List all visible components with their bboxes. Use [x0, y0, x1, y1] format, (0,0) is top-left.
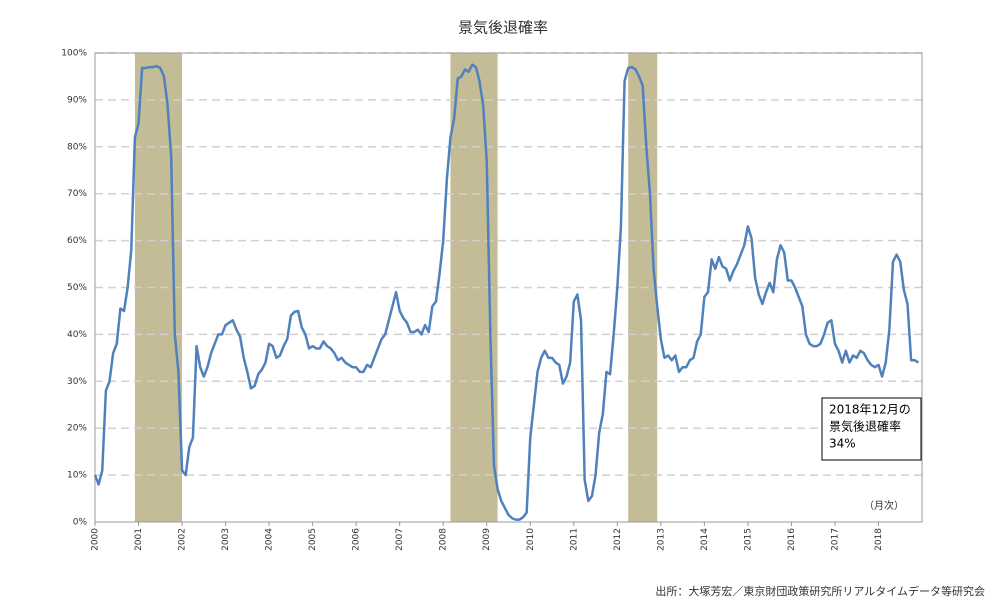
- annotation-text: 景気後退確率: [829, 419, 901, 434]
- x-tick-label: 2000: [91, 528, 101, 551]
- y-tick-label: 50%: [67, 283, 87, 293]
- x-tick-label: 2004: [265, 528, 275, 551]
- x-tick-label: 2008: [439, 528, 449, 551]
- note: （月次）: [864, 499, 904, 512]
- annotation-box: [821, 397, 922, 461]
- x-tick-label: 2015: [743, 528, 753, 551]
- x-tick-label: 2001: [134, 528, 144, 551]
- x-tick-label: 2014: [700, 528, 710, 551]
- annotation-text: 34%: [829, 437, 856, 451]
- x-tick-label: 2016: [787, 528, 797, 551]
- y-tick-label: 40%: [67, 330, 87, 340]
- x-tick-label: 2003: [221, 528, 231, 551]
- x-tick-label: 2006: [352, 528, 362, 551]
- x-tick-label: 2017: [830, 528, 840, 551]
- plot-border: [94, 52, 923, 523]
- x-tick-label: 2009: [482, 528, 492, 551]
- x-tick-label: 2012: [613, 528, 623, 551]
- y-tick-label: 70%: [67, 189, 87, 199]
- x-tick-label: 2005: [308, 528, 318, 551]
- x-tick-label: 2011: [569, 528, 579, 551]
- y-tick-label: 90%: [67, 95, 87, 105]
- x-tick-label: 2002: [178, 528, 188, 551]
- y-tick-label: 10%: [67, 471, 87, 481]
- chart-title: 景気後退確率: [458, 19, 548, 37]
- x-tick-label: 2018: [874, 528, 884, 551]
- annotation-text: 2018年12月の: [829, 403, 911, 417]
- x-tick-label: 2010: [526, 528, 536, 551]
- y-tick-label: 100%: [61, 49, 87, 59]
- data-line: [93, 63, 920, 521]
- x-tick-label: 2013: [656, 528, 666, 551]
- y-tick-label: 30%: [67, 377, 87, 387]
- y-tick-label: 20%: [67, 424, 87, 434]
- y-tick-label: 60%: [67, 236, 87, 246]
- source: 出所：大塚芳宏／東京財団政策研究所リアルタイムデータ等研究会: [655, 584, 985, 598]
- x-tick-label: 2007: [395, 528, 405, 551]
- y-tick-label: 0%: [73, 518, 88, 528]
- y-tick-label: 80%: [67, 142, 87, 152]
